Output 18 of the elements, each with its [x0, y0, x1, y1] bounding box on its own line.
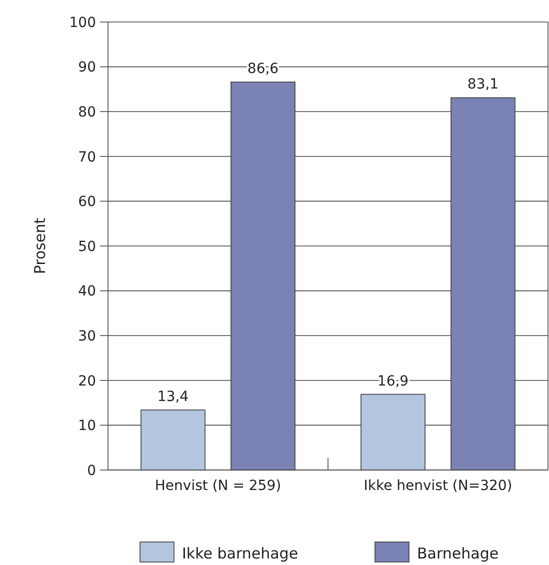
y-axis-title: Prosent: [31, 218, 49, 274]
data-label: 83,1: [467, 76, 499, 93]
y-tick-label: 0: [87, 462, 96, 479]
x-tick-label: Henvist (N = 259): [154, 478, 282, 494]
y-tick-label: 70: [78, 149, 96, 166]
y-tick-label: 10: [78, 418, 96, 434]
legend-label: Ikke barnehage: [182, 544, 298, 562]
x-tick-label: Ikke henvist (N=320): [364, 478, 512, 494]
y-tick-label: 60: [78, 194, 96, 210]
y-tick-label: 80: [78, 104, 96, 120]
y-tick-label: 50: [78, 238, 96, 255]
data-label: 13,4: [157, 388, 189, 405]
y-tick-label: 100: [69, 14, 96, 31]
y-tick-label: 40: [78, 284, 96, 300]
y-tick-label: 20: [78, 373, 96, 390]
y-tick-label: 30: [78, 328, 96, 344]
legend-label: Barnehage: [417, 544, 499, 562]
y-tick-label: 90: [78, 60, 96, 76]
